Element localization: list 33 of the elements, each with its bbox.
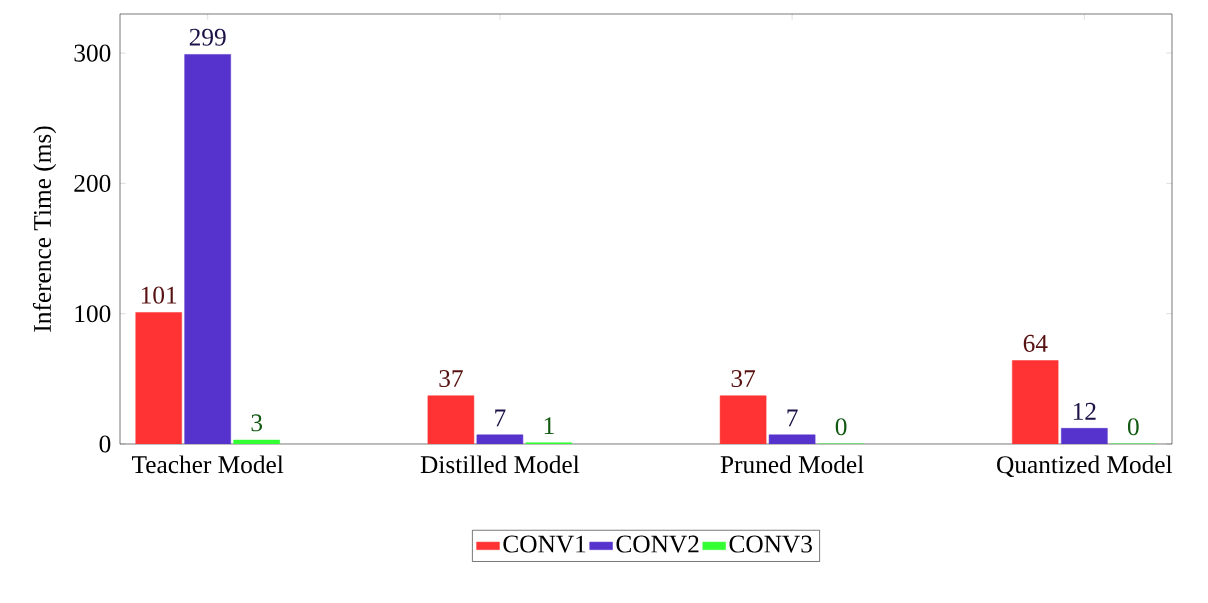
data-label: 0 bbox=[1127, 418, 1139, 436]
bar bbox=[768, 434, 816, 444]
data-label: 12 bbox=[1073, 402, 1096, 420]
bar bbox=[135, 312, 182, 444]
data-label: 299 bbox=[189, 28, 226, 46]
bar bbox=[233, 439, 280, 444]
bar bbox=[476, 434, 524, 444]
data-label: 37 bbox=[731, 370, 756, 388]
bar bbox=[1012, 360, 1059, 444]
data-label: 0 bbox=[835, 418, 847, 436]
data-label: 7 bbox=[495, 409, 506, 427]
legend-label: CONV2 bbox=[616, 535, 699, 553]
data-label: 101 bbox=[141, 286, 177, 304]
data-label: 64 bbox=[1023, 334, 1048, 352]
data-label: 1 bbox=[544, 417, 554, 434]
legend-label: CONV1 bbox=[503, 535, 586, 553]
data-label: 3 bbox=[251, 414, 263, 432]
x-tick-label: Teacher Model bbox=[132, 455, 284, 474]
y-tick-label: 100 bbox=[75, 305, 111, 323]
x-tick-label: Distilled Model bbox=[420, 455, 580, 474]
x-tick-label: Pruned Model bbox=[720, 455, 864, 474]
y-tick-label: 300 bbox=[74, 44, 111, 62]
bar bbox=[427, 395, 475, 444]
data-label: 37 bbox=[439, 370, 463, 388]
y-axis-title: Inference Time (ms) bbox=[32, 126, 57, 332]
x-tick-label: Quantized Model bbox=[997, 455, 1173, 478]
bar bbox=[1061, 428, 1108, 444]
bar bbox=[184, 54, 231, 444]
legend-label: CONV3 bbox=[729, 535, 812, 553]
data-label: 7 bbox=[787, 409, 798, 427]
y-tick-label: 0 bbox=[99, 435, 111, 453]
y-tick-label: 200 bbox=[74, 174, 111, 192]
bar bbox=[719, 395, 767, 444]
